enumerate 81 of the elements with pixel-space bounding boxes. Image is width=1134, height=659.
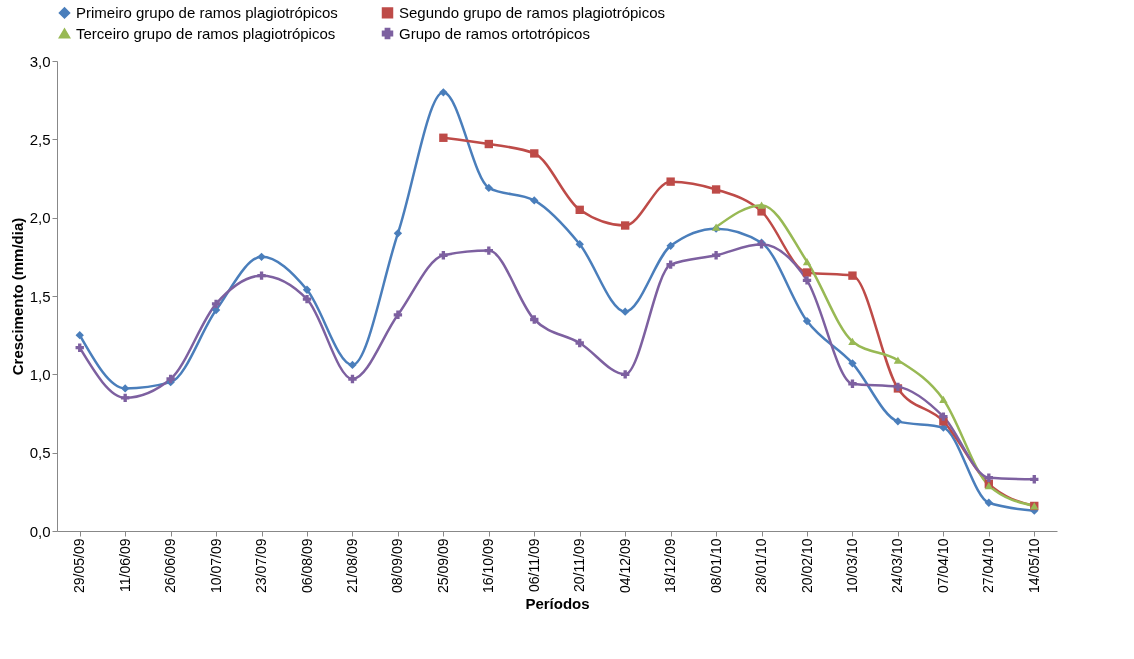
point <box>348 374 357 384</box>
point <box>530 196 539 205</box>
point <box>302 294 312 304</box>
point <box>802 268 812 277</box>
legend-label: Primeiro grupo de ramos plagiotrópicos <box>76 3 338 21</box>
point <box>257 252 266 262</box>
point <box>439 88 448 97</box>
point <box>439 251 448 260</box>
point <box>575 205 584 215</box>
x-tick-label: 20/11/09 <box>571 538 588 592</box>
point <box>848 359 857 368</box>
x-tick-label: 23/07/09 <box>253 538 270 593</box>
x-tick-label: 29/05/09 <box>71 538 88 593</box>
point <box>302 285 312 294</box>
point <box>802 257 812 266</box>
x-tick-label: 26/06/09 <box>162 538 179 593</box>
point <box>848 271 857 280</box>
point <box>484 139 493 149</box>
point <box>575 338 584 348</box>
point <box>439 133 448 142</box>
y-tick-label: 1,5 <box>29 287 51 305</box>
point <box>211 299 221 309</box>
y-axis-title: Crescimento (mm/dia) <box>8 217 26 376</box>
point <box>484 246 493 255</box>
point <box>121 384 130 393</box>
x-tick-label: 07/04/10 <box>934 538 951 593</box>
x-tick-label: 04/12/09 <box>616 538 633 593</box>
point <box>802 316 812 326</box>
y-tick-label: 2,5 <box>29 130 51 148</box>
x-tick-label: 11/06/09 <box>116 538 133 592</box>
point <box>348 360 357 370</box>
x-tick-label: 24/03/10 <box>889 538 906 593</box>
x-tick-label: 27/04/10 <box>980 538 997 593</box>
point <box>530 315 539 324</box>
y-tick-label: 1,0 <box>29 365 51 383</box>
legend-label: Grupo de ramos ortotrópicos <box>399 24 590 42</box>
y-tick-label: 0,5 <box>29 444 51 462</box>
point <box>621 370 630 379</box>
point <box>121 393 130 403</box>
x-tick-label: 25/09/09 <box>434 538 451 593</box>
point <box>621 307 630 316</box>
x-tick-label: 16/10/09 <box>480 538 497 593</box>
point <box>893 417 903 426</box>
x-tick-label: 10/03/10 <box>843 538 860 593</box>
point <box>530 149 539 158</box>
x-tick-label: 06/11/09 <box>525 538 542 592</box>
legend-label: Segundo grupo de ramos plagiotrópicos <box>399 3 666 21</box>
x-tick-label: 08/09/09 <box>389 538 406 593</box>
x-tick-label: 28/01/10 <box>753 538 770 593</box>
point <box>257 271 266 280</box>
x-tick-label: 06/08/09 <box>298 538 315 593</box>
x-tick-label: 20/02/10 <box>798 538 815 593</box>
y-tick-label: 2,0 <box>29 209 51 227</box>
x-axis-title: Períodos <box>525 595 590 612</box>
point <box>939 395 948 404</box>
point <box>802 276 812 285</box>
y-tick-label: 0,0 <box>29 522 51 540</box>
point <box>666 241 675 251</box>
point <box>666 260 675 269</box>
point <box>575 240 584 249</box>
x-tick-label: 10/07/09 <box>207 538 224 593</box>
point <box>848 379 857 388</box>
x-tick-label: 21/08/09 <box>343 538 360 593</box>
point <box>166 374 175 384</box>
point <box>393 310 403 319</box>
point <box>484 183 493 193</box>
x-tick-label: 14/05/10 <box>1025 538 1042 593</box>
legend-label: Terceiro grupo de ramos plagiotrópicos <box>76 24 336 42</box>
point <box>621 221 630 230</box>
y-tick-label: 3,0 <box>29 52 51 70</box>
x-tick-label: 18/12/09 <box>662 538 679 593</box>
point <box>393 229 403 238</box>
point <box>666 177 675 186</box>
point <box>757 201 766 209</box>
point <box>893 356 903 364</box>
point <box>711 185 721 194</box>
point <box>711 251 721 260</box>
point <box>939 412 948 421</box>
point <box>75 330 84 340</box>
x-tick-label: 08/01/10 <box>707 538 724 593</box>
point <box>984 498 993 507</box>
